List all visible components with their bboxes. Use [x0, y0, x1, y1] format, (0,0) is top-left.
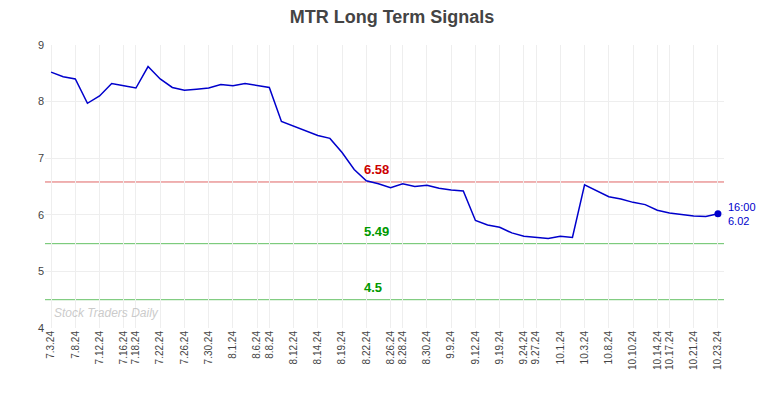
svg-text:9.27.24: 9.27.24	[530, 331, 541, 365]
svg-text:8.1.24: 8.1.24	[227, 331, 238, 359]
svg-text:4.5: 4.5	[364, 280, 382, 295]
svg-text:7.16.24: 7.16.24	[118, 331, 129, 365]
svg-text:9.24.24: 9.24.24	[518, 331, 529, 365]
svg-text:7.3.24: 7.3.24	[45, 331, 56, 359]
svg-text:8.19.24: 8.19.24	[336, 331, 347, 365]
svg-text:10.14.24: 10.14.24	[652, 331, 663, 370]
svg-text:10.21.24: 10.21.24	[688, 331, 699, 370]
svg-text:8.22.24: 8.22.24	[361, 331, 372, 365]
svg-text:4: 4	[38, 322, 44, 334]
svg-text:MTR Long Term Signals: MTR Long Term Signals	[290, 7, 495, 27]
svg-text:8: 8	[38, 95, 44, 107]
svg-text:8.28.24: 8.28.24	[397, 331, 408, 365]
svg-text:7.22.24: 7.22.24	[154, 331, 165, 365]
svg-text:6: 6	[38, 209, 44, 221]
svg-text:6.58: 6.58	[364, 162, 389, 177]
svg-text:7.26.24: 7.26.24	[179, 331, 190, 365]
svg-text:7.12.24: 7.12.24	[94, 331, 105, 365]
svg-text:8.14.24: 8.14.24	[312, 331, 323, 365]
svg-text:10.3.24: 10.3.24	[579, 331, 590, 365]
svg-text:5: 5	[38, 265, 44, 277]
svg-text:5.49: 5.49	[364, 224, 389, 239]
svg-text:8.30.24: 8.30.24	[421, 331, 432, 365]
svg-text:8.6.24: 8.6.24	[251, 331, 262, 359]
svg-text:8.8.24: 8.8.24	[264, 331, 275, 359]
svg-text:10.8.24: 10.8.24	[603, 331, 614, 365]
svg-text:8.26.24: 8.26.24	[385, 331, 396, 365]
svg-text:7: 7	[38, 152, 44, 164]
svg-text:7.8.24: 7.8.24	[70, 331, 81, 359]
svg-text:10.10.24: 10.10.24	[627, 331, 638, 370]
svg-text:7.30.24: 7.30.24	[203, 331, 214, 365]
svg-text:10.23.24: 10.23.24	[712, 331, 723, 370]
svg-text:9.9.24: 9.9.24	[445, 331, 456, 359]
svg-text:9.19.24: 9.19.24	[494, 331, 505, 365]
svg-text:9.12.24: 9.12.24	[470, 331, 481, 365]
svg-text:16:006.02: 16:006.02	[728, 201, 756, 227]
svg-text:10.17.24: 10.17.24	[664, 331, 675, 370]
svg-text:8.12.24: 8.12.24	[288, 331, 299, 365]
svg-text:9: 9	[38, 39, 44, 51]
svg-text:10.1.24: 10.1.24	[555, 331, 566, 365]
svg-text:Stock Traders Daily: Stock Traders Daily	[54, 306, 159, 320]
svg-text:7.18.24: 7.18.24	[130, 331, 141, 365]
